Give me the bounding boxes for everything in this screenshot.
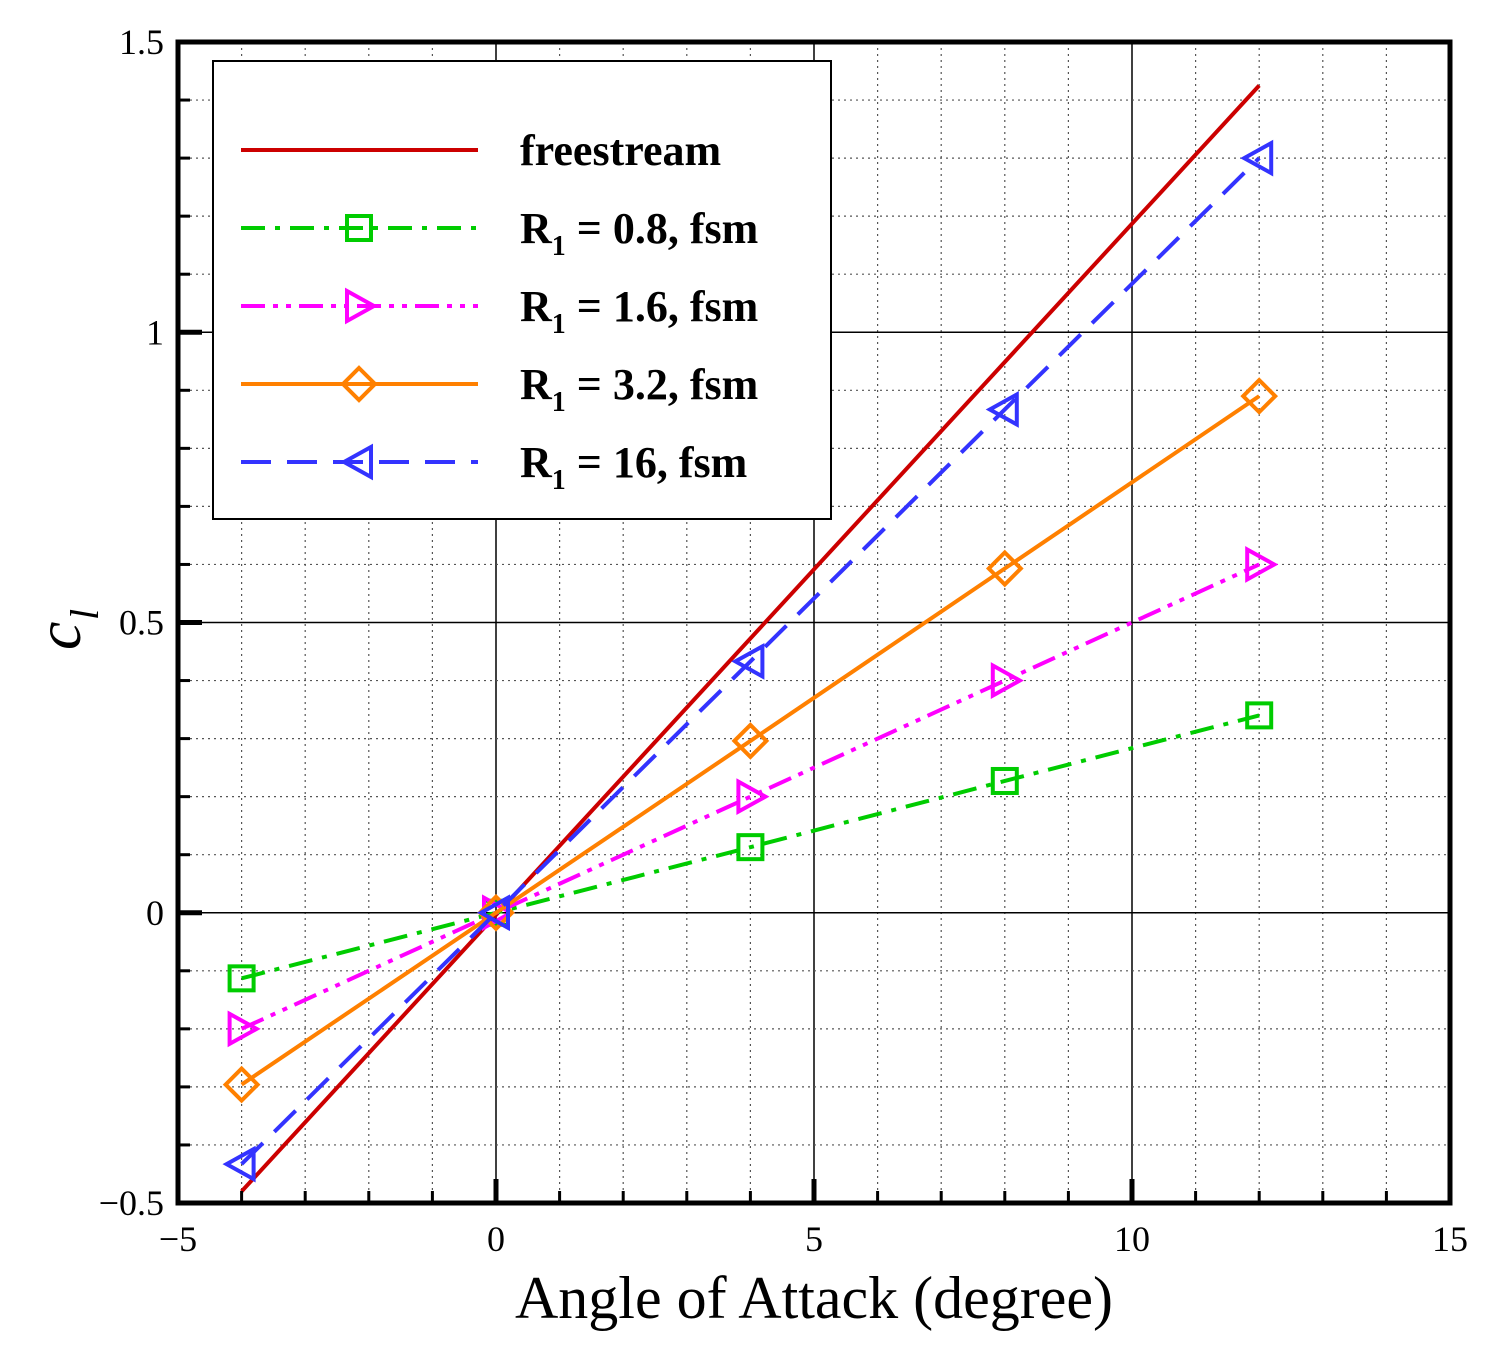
data-point-marker [1240, 377, 1279, 415]
x-tick-label: −5 [159, 1219, 197, 1259]
legend-label-part: R [520, 438, 553, 487]
legend-label: R1 = 16, fsm [520, 438, 747, 496]
legend-label-subscript: 1 [552, 387, 566, 418]
legend-label-part: R [520, 204, 553, 253]
legend-label-part: = 1.6, fsm [566, 282, 759, 331]
legend-entry: freestream [241, 126, 721, 175]
data-point-marker [736, 778, 770, 816]
legend-label: R1 = 1.6, fsm [520, 282, 758, 340]
data-point-marker [985, 549, 1024, 588]
data-point-marker [990, 766, 1019, 795]
data-point-marker [227, 964, 256, 993]
x-axis-title: Angle of Attack (degree) [515, 1265, 1113, 1331]
series-2 [227, 546, 1279, 1048]
legend-label-part: R [520, 282, 553, 331]
legend-label-subscript: 1 [552, 309, 566, 340]
x-tick-label: 0 [487, 1219, 505, 1259]
series-line [240, 562, 1261, 1031]
y-tick-label: 0 [146, 893, 164, 933]
x-tick-label: 5 [805, 1219, 823, 1259]
series-1 [227, 701, 1274, 993]
series-line [240, 156, 1261, 1166]
data-point-marker [227, 1010, 261, 1048]
legend-label-part: R [520, 360, 553, 409]
legend-marker [345, 287, 379, 325]
plot-series [222, 84, 1279, 1193]
y-axis-title-subscript: l [62, 609, 107, 620]
legend-label: R1 = 0.8, fsm [520, 204, 758, 262]
y-tick-label: 0.5 [119, 603, 164, 643]
legend-marker [345, 214, 373, 242]
data-point-marker [985, 391, 1019, 428]
legend-entry: R1 = 1.6, fsm [241, 282, 758, 340]
legend-entry: R1 = 3.2, fsm [241, 360, 758, 418]
legend-label-subscript: 1 [552, 231, 566, 262]
legend-label: freestream [520, 126, 721, 175]
legend-box [212, 60, 832, 520]
data-point-marker [736, 833, 765, 862]
series-0 [240, 84, 1261, 1193]
axis-ticks: −5 0 5 10 15 −0.5 0 0.5 1 1.5 [99, 22, 1468, 1259]
y-tick-label: 1.5 [119, 22, 164, 62]
y-axis-title: c l [23, 609, 107, 650]
legend-label: R1 = 3.2, fsm [520, 360, 758, 418]
legend-label-part: = 3.2, fsm [566, 360, 759, 409]
y-axis-title-symbol: c [23, 622, 94, 650]
data-point-marker [1245, 701, 1274, 730]
data-point-marker [222, 1145, 256, 1183]
legend-marker [339, 443, 373, 481]
x-tick-label: 10 [1114, 1219, 1150, 1259]
data-point-marker [731, 722, 770, 760]
series-line [240, 84, 1261, 1193]
series-4 [222, 139, 1274, 1183]
legend-label-part: = 0.8, fsm [566, 204, 759, 253]
data-point-marker [1245, 546, 1279, 583]
series-line [241, 713, 1260, 981]
legend-entry: R1 = 0.8, fsm [241, 204, 758, 262]
data-point-marker [222, 1065, 261, 1104]
series-3 [222, 377, 1279, 1104]
y-tick-label: −0.5 [99, 1183, 164, 1223]
data-point-marker [476, 894, 510, 932]
legend-entry: R1 = 16, fsm [241, 438, 747, 496]
data-point-marker [1240, 139, 1274, 177]
data-point-marker [990, 662, 1024, 699]
data-point-marker [731, 642, 765, 680]
series-line [240, 394, 1261, 1087]
x-tick-label: 15 [1432, 1219, 1468, 1259]
legend-label-subscript: 1 [552, 465, 566, 496]
legend-label-part: = 16, fsm [566, 438, 748, 487]
y-tick-label: 1 [146, 312, 164, 352]
legend-marker [340, 365, 378, 403]
